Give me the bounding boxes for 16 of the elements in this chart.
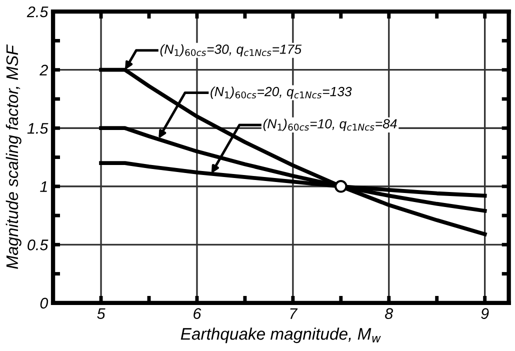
y-tick-label: 2 xyxy=(40,64,48,76)
x-tick-label: 8 xyxy=(385,308,394,319)
y-tick-label: 2.5 xyxy=(26,6,48,18)
x-tick-label: 7 xyxy=(290,308,298,319)
x-tick-label: 6 xyxy=(194,308,202,319)
y-tick-label: 1 xyxy=(40,181,47,192)
y-tick-label: 0 xyxy=(40,298,48,309)
x-axis-title: Earthquake magnitude, M$_{w}$ xyxy=(180,328,381,344)
annotation: (N$_{1}$)$_{60cs}$=10, q$_{c1Ncs}$=84 xyxy=(263,118,397,132)
y-axis-title: Magnitude scaling factor, MSF xyxy=(6,44,22,269)
annotation: (N$_{1}$)$_{60cs}$=30, q$_{c1Ncs}$=175 xyxy=(160,44,302,57)
x-tick-label: 9 xyxy=(481,308,489,319)
y-tick-label: 0.5 xyxy=(28,240,48,250)
annotation: (N$_{1}$)$_{60cs}$=20, q$_{c1Ncs}$=133 xyxy=(210,86,352,99)
x-tick-label: 5 xyxy=(97,308,106,319)
y-tick-label: 1.5 xyxy=(27,123,48,134)
